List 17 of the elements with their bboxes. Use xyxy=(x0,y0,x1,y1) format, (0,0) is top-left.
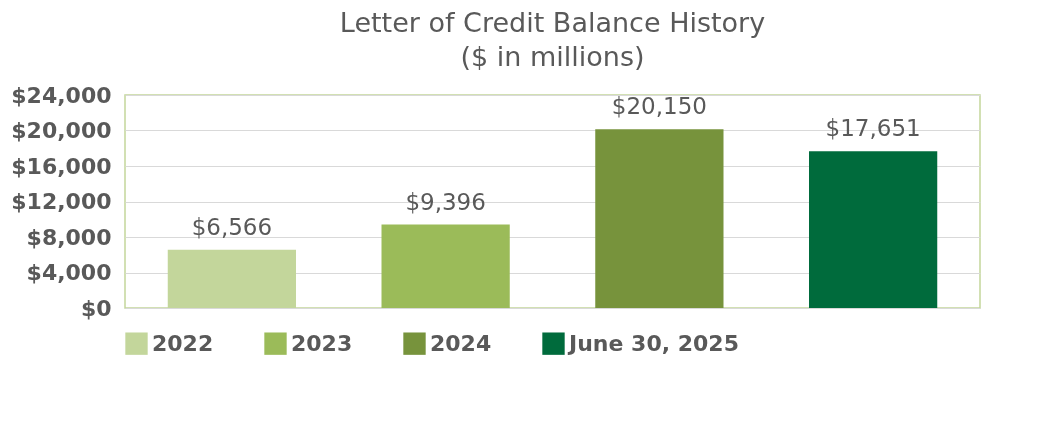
chart-title: Letter of Credit Balance History xyxy=(339,7,766,38)
chart-subtitle: ($ in millions) xyxy=(460,41,645,72)
data-label: $17,651 xyxy=(825,115,921,142)
y-tick-label: $12,000 xyxy=(11,189,112,214)
y-tick-label: $24,000 xyxy=(11,82,112,108)
y-tick-label: $16,000 xyxy=(11,153,112,179)
y-tick-label: $4,000 xyxy=(26,260,112,285)
y-tick-label: $0 xyxy=(80,295,112,321)
y-tick-label: $20,000 xyxy=(11,118,112,143)
data-label: $9,396 xyxy=(405,188,486,215)
legend-label: June 30, 2025 xyxy=(567,330,739,356)
y-tick-label: $8,000 xyxy=(26,224,112,250)
legend-label: 2023 xyxy=(291,330,353,356)
legend-label: 2022 xyxy=(152,330,214,356)
data-label: $20,150 xyxy=(611,93,707,120)
legend-label: 2024 xyxy=(430,330,492,356)
data-label: $6,566 xyxy=(191,213,273,240)
